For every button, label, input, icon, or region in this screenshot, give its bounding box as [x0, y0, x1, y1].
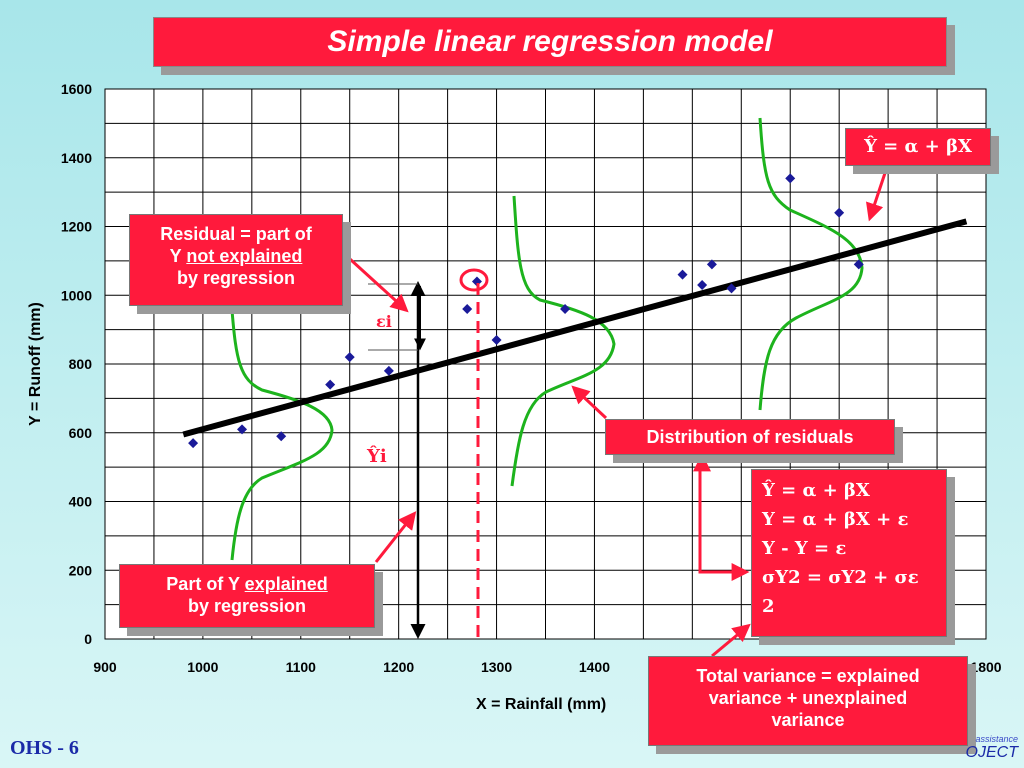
y-tick-label: 600	[69, 425, 93, 441]
explained-line-2: by regression	[187, 596, 307, 616]
data-point	[188, 438, 199, 449]
explained-pointer-arrow	[374, 511, 417, 563]
variance-pointer-arrow	[711, 623, 751, 658]
total-variance-line-1: Total variance = explained	[696, 666, 920, 686]
data-point	[237, 424, 248, 435]
logo-top-text: assistance	[975, 734, 1018, 744]
project-logo: assistance OJECT	[966, 734, 1018, 762]
x-tick-label: 1300	[481, 659, 512, 675]
y-tick-label: 1400	[61, 150, 92, 166]
logo-bottom-text: OJECT	[965, 744, 1018, 761]
x-tick-labels: 900 1000 1100 1200 1300 1400 1800	[93, 659, 1001, 675]
x-tick-label: 1800	[970, 659, 1001, 675]
explained-line-1-underlined: explained	[244, 574, 328, 594]
data-points	[188, 173, 864, 449]
data-point	[344, 352, 355, 363]
equation-2: Y = α + βX + ε	[762, 509, 909, 530]
residual-line-1: Residual = part of	[160, 224, 312, 244]
epsilon-i-label: εi	[376, 312, 392, 331]
slide-number: OHS - 6	[10, 737, 79, 759]
residual-pointer-arrow	[338, 248, 409, 313]
equation-1: Ŷ = α + βX	[762, 480, 870, 501]
x-tick-label: 1200	[383, 659, 414, 675]
total-variance-line-2: variance + unexplained	[708, 688, 908, 708]
x-tick-label: 1100	[286, 659, 317, 675]
distribution-pointer-arrow	[571, 385, 608, 420]
data-point	[853, 259, 864, 270]
slide-title: Simple linear regression model	[153, 17, 947, 67]
explained-box: Part of Y explained by regression	[119, 564, 375, 628]
explained-line-1: Part of Y explained	[120, 573, 374, 595]
residual-box: Residual = part of Y not explained by re…	[129, 214, 343, 306]
data-point	[462, 304, 473, 314]
explained-line-1-pre: Part of Y	[166, 574, 245, 594]
y-tick-label: 200	[69, 562, 93, 578]
y-axis-label: Y = Runoff (mm)	[27, 302, 44, 426]
data-point	[383, 365, 394, 376]
data-point	[726, 283, 737, 294]
total-variance-box: Total variance = explained variance + un…	[648, 656, 968, 746]
y-tick-label: 1200	[61, 219, 92, 235]
y-tick-label: 1000	[61, 287, 92, 303]
total-variance-line-3: variance	[771, 710, 845, 730]
data-point	[706, 259, 717, 270]
model-equation-box: Ŷ = α + βX	[845, 128, 991, 166]
data-point	[834, 207, 845, 218]
residual-distribution-curve-3	[758, 117, 864, 411]
x-tick-label: 1400	[579, 659, 610, 675]
equations-box: Ŷ = α + βX Y = α + βX + ε Y - Y = ε σY2 …	[751, 469, 947, 637]
y-tick-labels: 0 200 400 600 800 1000 1200 1400 1600	[61, 81, 92, 647]
residual-line-3: by regression	[176, 268, 296, 288]
residual-distribution-curve-1	[230, 309, 334, 561]
yhat-i-label: Ŷi	[366, 444, 387, 467]
data-point	[560, 304, 571, 314]
data-point	[325, 379, 336, 390]
data-point	[491, 334, 502, 345]
residual-line-2-pre: Y	[169, 246, 187, 266]
equation-4: σY2 = σY2 + σε 2	[762, 567, 919, 617]
y-tick-label: 0	[84, 631, 92, 647]
residual-line-2-underlined: not explained	[186, 246, 303, 266]
x-axis-label: X = Rainfall (mm)	[476, 696, 606, 713]
y-tick-label: 1600	[61, 81, 92, 97]
y-tick-label: 800	[69, 356, 93, 372]
regression-line	[182, 218, 968, 438]
equation-3: Y - Y = ε	[762, 538, 847, 559]
residual-distribution-curve-2	[510, 195, 616, 487]
data-point	[697, 279, 708, 290]
x-tick-label: 1000	[187, 659, 218, 675]
y-tick-label: 400	[69, 494, 93, 510]
equation-pointer-arrow	[698, 458, 750, 581]
data-point	[677, 269, 688, 280]
data-point	[785, 173, 796, 184]
x-tick-label: 900	[93, 659, 117, 675]
distribution-box: Distribution of residuals	[605, 419, 895, 455]
residual-line-2: Y not explained	[130, 245, 342, 267]
highlighted-point-circle	[459, 268, 489, 292]
data-point	[276, 431, 287, 442]
